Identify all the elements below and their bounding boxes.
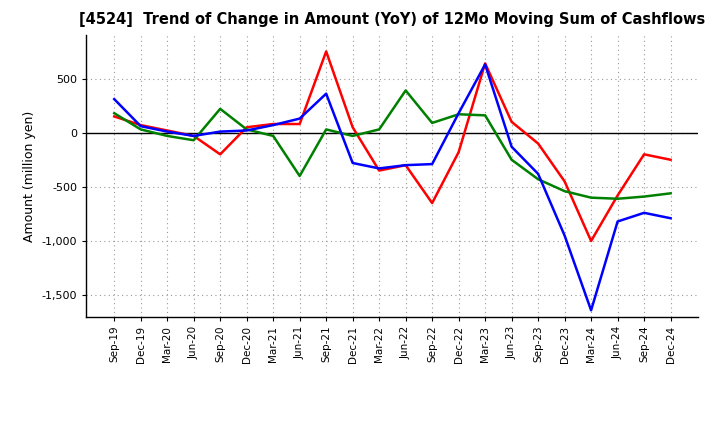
Operating Cashflow bbox=[189, 133, 198, 139]
Investing Cashflow bbox=[269, 133, 277, 139]
Free Cashflow bbox=[666, 216, 675, 221]
Line: Operating Cashflow: Operating Cashflow bbox=[114, 51, 670, 241]
Free Cashflow bbox=[481, 62, 490, 67]
Investing Cashflow bbox=[348, 133, 357, 139]
Operating Cashflow bbox=[428, 201, 436, 206]
Operating Cashflow bbox=[322, 49, 330, 54]
Free Cashflow bbox=[454, 110, 463, 116]
Line: Investing Cashflow: Investing Cashflow bbox=[114, 91, 670, 199]
Free Cashflow bbox=[136, 124, 145, 129]
Operating Cashflow bbox=[560, 179, 569, 184]
Free Cashflow bbox=[428, 161, 436, 167]
Investing Cashflow bbox=[587, 195, 595, 200]
Operating Cashflow bbox=[216, 152, 225, 157]
Operating Cashflow bbox=[401, 162, 410, 168]
Investing Cashflow bbox=[508, 157, 516, 162]
Investing Cashflow bbox=[481, 113, 490, 118]
Operating Cashflow bbox=[534, 141, 542, 146]
Free Cashflow bbox=[640, 210, 649, 216]
Free Cashflow bbox=[110, 96, 119, 102]
Investing Cashflow bbox=[666, 191, 675, 196]
Free Cashflow bbox=[534, 171, 542, 176]
Investing Cashflow bbox=[322, 127, 330, 132]
Free Cashflow bbox=[560, 233, 569, 238]
Operating Cashflow bbox=[666, 157, 675, 162]
Investing Cashflow bbox=[295, 173, 304, 179]
Operating Cashflow bbox=[243, 125, 251, 130]
Investing Cashflow bbox=[640, 194, 649, 199]
Operating Cashflow bbox=[481, 61, 490, 66]
Investing Cashflow bbox=[401, 88, 410, 93]
Free Cashflow bbox=[587, 308, 595, 313]
Free Cashflow bbox=[401, 162, 410, 168]
Free Cashflow bbox=[216, 129, 225, 134]
Line: Free Cashflow: Free Cashflow bbox=[114, 64, 670, 310]
Free Cashflow bbox=[189, 133, 198, 139]
Investing Cashflow bbox=[110, 110, 119, 116]
Operating Cashflow bbox=[640, 152, 649, 157]
Title: [4524]  Trend of Change in Amount (YoY) of 12Mo Moving Sum of Cashflows: [4524] Trend of Change in Amount (YoY) o… bbox=[79, 12, 706, 27]
Free Cashflow bbox=[322, 91, 330, 96]
Operating Cashflow bbox=[269, 121, 277, 127]
Investing Cashflow bbox=[534, 176, 542, 182]
Investing Cashflow bbox=[216, 106, 225, 111]
Y-axis label: Amount (million yen): Amount (million yen) bbox=[23, 110, 36, 242]
Operating Cashflow bbox=[295, 121, 304, 127]
Free Cashflow bbox=[295, 116, 304, 121]
Investing Cashflow bbox=[375, 127, 384, 132]
Operating Cashflow bbox=[163, 128, 171, 133]
Investing Cashflow bbox=[163, 133, 171, 139]
Operating Cashflow bbox=[375, 168, 384, 173]
Free Cashflow bbox=[348, 160, 357, 165]
Operating Cashflow bbox=[508, 119, 516, 125]
Investing Cashflow bbox=[136, 127, 145, 132]
Operating Cashflow bbox=[348, 125, 357, 130]
Free Cashflow bbox=[163, 129, 171, 134]
Operating Cashflow bbox=[136, 122, 145, 128]
Operating Cashflow bbox=[110, 114, 119, 119]
Investing Cashflow bbox=[243, 127, 251, 132]
Operating Cashflow bbox=[613, 193, 622, 198]
Free Cashflow bbox=[375, 166, 384, 171]
Operating Cashflow bbox=[587, 238, 595, 244]
Investing Cashflow bbox=[560, 188, 569, 194]
Investing Cashflow bbox=[613, 196, 622, 202]
Investing Cashflow bbox=[454, 112, 463, 117]
Free Cashflow bbox=[613, 219, 622, 224]
Free Cashflow bbox=[508, 144, 516, 150]
Operating Cashflow bbox=[454, 150, 463, 155]
Free Cashflow bbox=[269, 122, 277, 128]
Investing Cashflow bbox=[189, 138, 198, 143]
Investing Cashflow bbox=[428, 120, 436, 125]
Free Cashflow bbox=[243, 128, 251, 133]
